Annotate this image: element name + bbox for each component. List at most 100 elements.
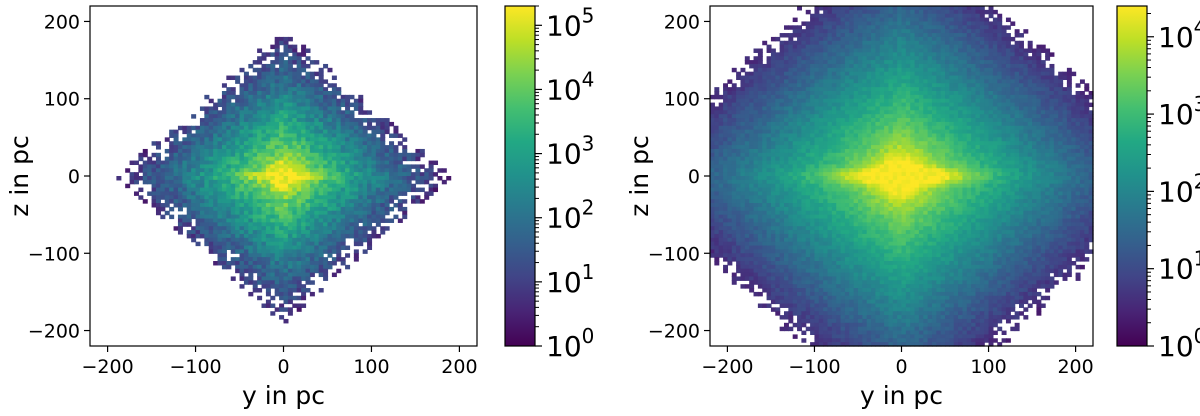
heatmap-cell (160, 161, 165, 165)
heatmap-cell (305, 280, 310, 284)
heatmap-cell (226, 188, 231, 192)
heatmap-cell (266, 184, 271, 188)
heatmap-cell (297, 238, 302, 242)
heatmap-cell (1010, 49, 1015, 53)
heatmap-cell (888, 33, 893, 37)
heatmap-cell (906, 49, 911, 53)
heatmap-cell (345, 188, 350, 192)
heatmap-cell (902, 91, 907, 95)
heatmap-cell (240, 222, 245, 226)
heatmap-cell (797, 114, 802, 118)
heatmap-cell (169, 145, 174, 149)
heatmap-cell (279, 253, 284, 257)
heatmap-cell (270, 273, 275, 277)
heatmap-cell (989, 10, 994, 14)
heatmap-cell (297, 114, 302, 118)
heatmap-cell (767, 106, 772, 110)
colorbar-tick-label: 103 (546, 132, 594, 171)
heatmap-cell (204, 176, 209, 180)
heatmap-cell (1032, 114, 1037, 118)
heatmap-cell (823, 29, 828, 33)
heatmap-cell (178, 161, 183, 165)
heatmap-cell (363, 199, 368, 203)
heatmap-cell (1076, 103, 1081, 107)
heatmap-cell (828, 122, 833, 126)
heatmap-cell (301, 226, 306, 230)
heatmap-cell (1076, 126, 1081, 130)
heatmap-cell (975, 130, 980, 134)
heatmap-cell (1006, 25, 1011, 29)
heatmap-cell (888, 25, 893, 29)
heatmap-cell (204, 110, 209, 114)
heatmap-cell (156, 164, 161, 168)
heatmap-cell (200, 203, 205, 207)
heatmap-cell (367, 211, 372, 215)
heatmap-cell (975, 10, 980, 14)
heatmap-cell (336, 253, 341, 257)
heatmap-cell (823, 6, 828, 10)
heatmap-cell (332, 222, 337, 226)
heatmap-cell (819, 45, 824, 49)
heatmap-cell (949, 72, 954, 76)
heatmap-cell (270, 195, 275, 199)
heatmap-cell (218, 199, 223, 203)
heatmap-cell (279, 249, 284, 253)
heatmap-cell (915, 29, 920, 33)
heatmap-cell (880, 83, 885, 87)
heatmap-cell (902, 114, 907, 118)
heatmap-cell (253, 145, 258, 149)
heatmap-cell (284, 87, 289, 91)
heatmap-cell (257, 95, 262, 99)
heatmap-cell (980, 29, 985, 33)
heatmap-cell (936, 103, 941, 107)
heatmap-cell (1023, 110, 1028, 114)
heatmap-cell (327, 83, 332, 87)
heatmap-cell (867, 83, 872, 87)
heatmap-cell (275, 56, 280, 60)
heatmap-cell (235, 157, 240, 161)
heatmap-cell (832, 6, 837, 10)
heatmap-cell (240, 153, 245, 157)
heatmap-cell (888, 103, 893, 107)
heatmap-cell (279, 37, 284, 41)
heatmap-cell (880, 87, 885, 91)
heatmap-cell (967, 25, 972, 29)
heatmap-cell (932, 21, 937, 25)
heatmap-cell (125, 168, 130, 172)
heatmap-cell (928, 56, 933, 60)
heatmap-cell (888, 49, 893, 53)
heatmap-cell (1084, 118, 1089, 122)
heatmap-cell (209, 126, 214, 130)
heatmap-cell (345, 157, 350, 161)
heatmap-cell (367, 184, 372, 188)
heatmap-cell (928, 99, 933, 103)
heatmap-cell (841, 21, 846, 25)
heatmap-cell (758, 95, 763, 99)
heatmap-cell (1019, 122, 1024, 126)
heatmap-cell (858, 95, 863, 99)
heatmap-cell (858, 87, 863, 91)
heatmap-cell (897, 79, 902, 83)
heatmap-cell (358, 219, 363, 223)
heatmap-cell (984, 56, 989, 60)
heatmap-cell (385, 188, 390, 192)
heatmap-cell (823, 33, 828, 37)
heatmap-cell (997, 134, 1002, 138)
heatmap-cell (871, 60, 876, 64)
heatmap-cell (240, 284, 245, 288)
heatmap-cell (231, 222, 236, 226)
heatmap-cell (240, 106, 245, 110)
heatmap-cell (196, 141, 201, 145)
heatmap-cell (832, 137, 837, 141)
heatmap-cell (888, 126, 893, 130)
heatmap-cell (1071, 72, 1076, 76)
heatmap-cell (928, 33, 933, 37)
heatmap-cell (367, 137, 372, 141)
heatmap-cell (323, 265, 328, 269)
heatmap-cell (941, 41, 946, 45)
heatmap-cell (218, 195, 223, 199)
heatmap-cell (288, 114, 293, 118)
heatmap-cell (1054, 95, 1059, 99)
heatmap-cell (363, 191, 368, 195)
heatmap-cell (749, 76, 754, 80)
